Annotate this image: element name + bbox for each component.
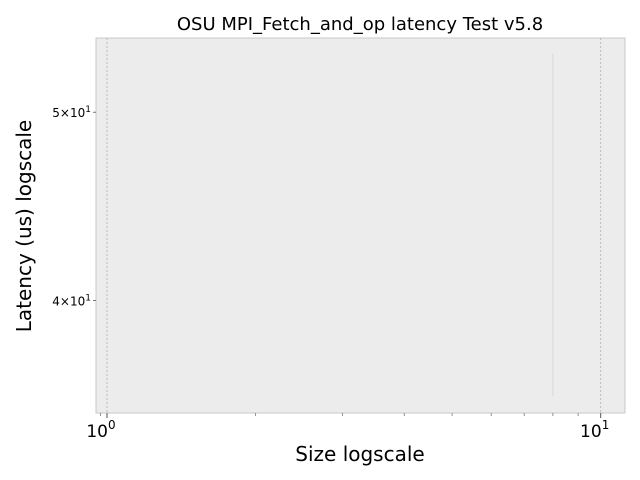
x-tick-label-base: 10 <box>86 422 108 442</box>
x-tick-label-exponent: 1 <box>602 418 610 432</box>
x-axis-label: Size logscale <box>295 442 424 466</box>
x-axis-ticks: 100 101 <box>86 413 609 442</box>
grid-lines <box>106 38 602 413</box>
x-tick-label-base: 10 <box>580 422 602 442</box>
y-tick-label-exponent: 1 <box>85 105 91 115</box>
y-tick-label-mantissa: 4×10 <box>52 294 85 308</box>
y-tick-label-exponent: 1 <box>85 293 91 303</box>
x-tick-label: 101 <box>580 418 609 442</box>
y-tick-label: 4×101 <box>52 293 91 308</box>
x-tick-label: 100 <box>86 418 115 442</box>
y-axis-label: Latency (us) logscale <box>12 120 36 333</box>
y-tick-label: 5×101 <box>52 105 91 120</box>
y-tick-label-mantissa: 5×10 <box>52 106 85 120</box>
chart-title: OSU MPI_Fetch_and_op latency Test v5.8 <box>177 14 543 35</box>
plot-area <box>95 37 626 414</box>
x-tick-label-exponent: 0 <box>108 418 116 432</box>
